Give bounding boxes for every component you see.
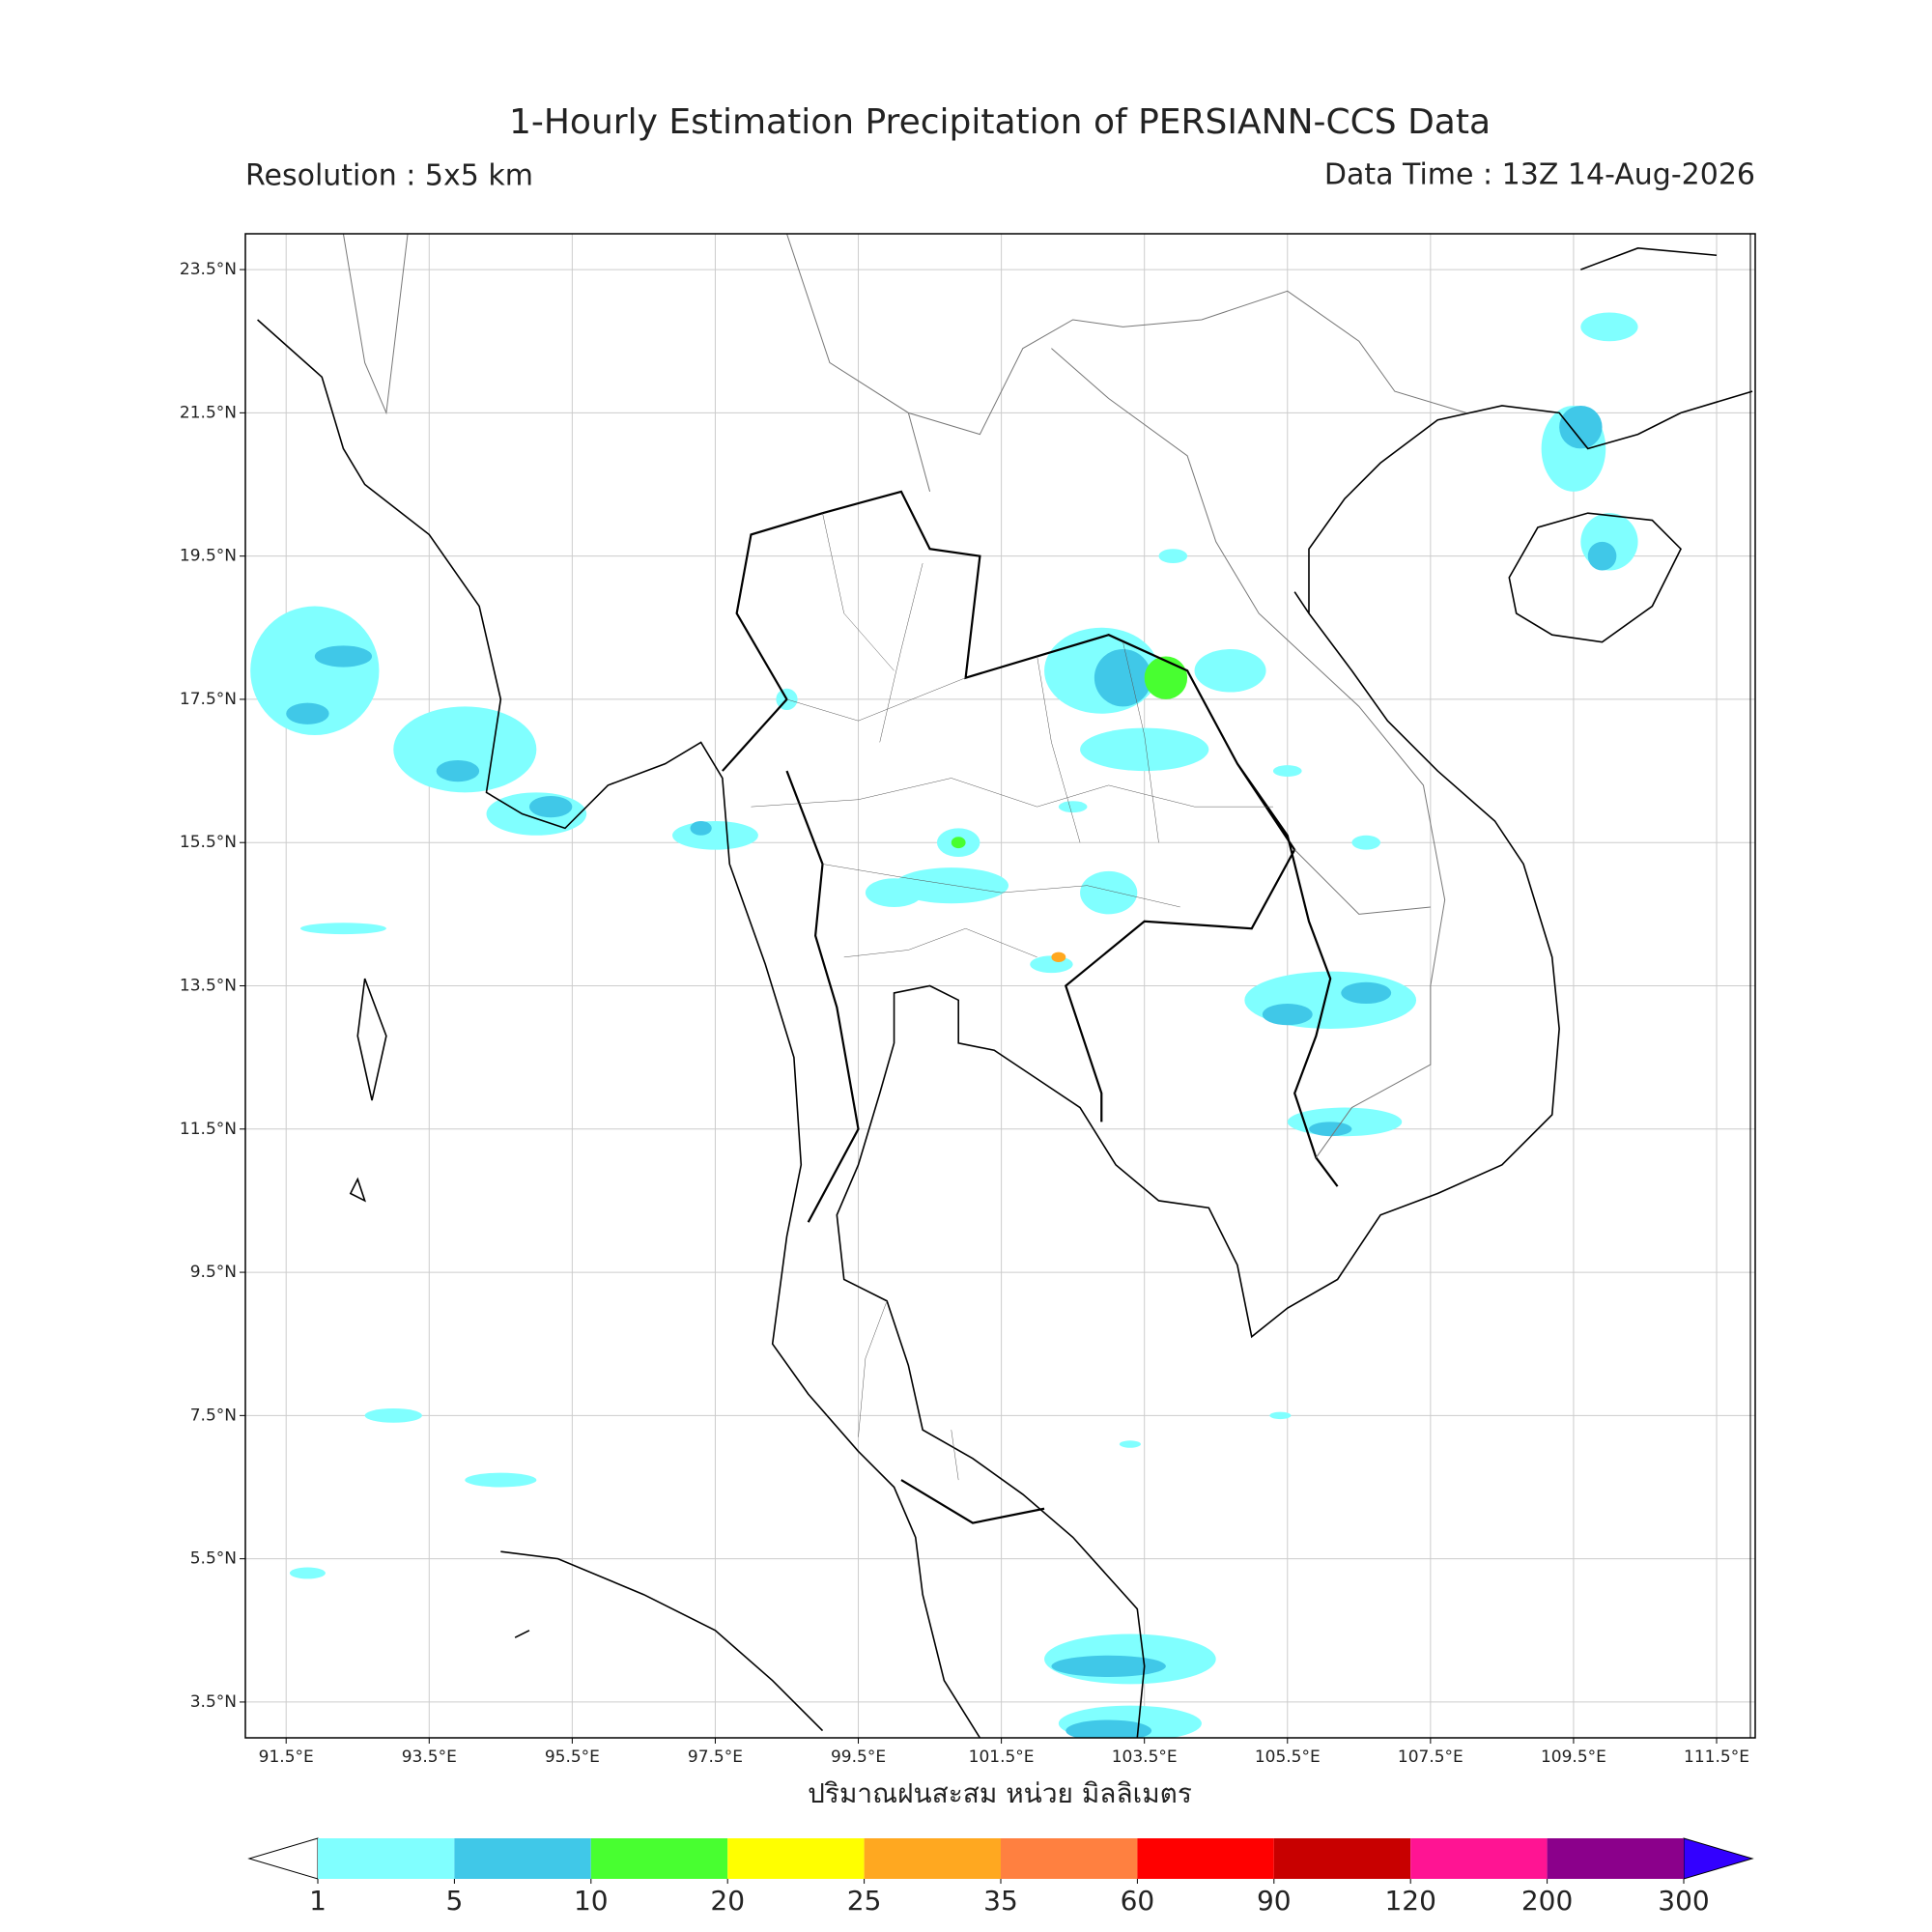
rain-area (1144, 656, 1188, 699)
lat-tick-label: 21.5°N (180, 403, 237, 422)
axis-label: ปริมาณฝนสะสม หน่วย มิลลิเมตร (808, 1777, 1192, 1809)
colorbar-label: 90 (1257, 1885, 1292, 1917)
colorbar: 1 5 10 20 25 35 60 90 120 200 300 (247, 1837, 1754, 1917)
coastline (1509, 513, 1681, 641)
rain-area (289, 1567, 326, 1579)
rain-area (1080, 727, 1209, 772)
rain-area (1030, 955, 1073, 974)
colorbar-over (1683, 1837, 1754, 1880)
lon-tick-label: 111.5°E (1684, 1747, 1749, 1767)
resolution: Resolution : 5x5 km (245, 159, 533, 193)
lat-tick-label: 13.5°N (180, 977, 237, 996)
rain-area (1262, 1004, 1313, 1026)
lon-tick-label: 109.5°E (1541, 1747, 1606, 1767)
colorbar-label: 20 (710, 1885, 745, 1917)
rain-area (690, 820, 712, 836)
lat-tick-label: 9.5°N (190, 1263, 237, 1282)
lon-tick-label: 91.5°E (259, 1747, 314, 1767)
rain-area (1058, 801, 1088, 813)
province-borders (751, 513, 1272, 1480)
rain-area (300, 923, 386, 935)
title: 1-Hourly Estimation Precipitation of PER… (509, 102, 1491, 142)
lat-tick-label: 3.5°N (190, 1692, 237, 1712)
country-border (723, 492, 1338, 1523)
colorbar-label: 300 (1658, 1885, 1709, 1917)
colorbar-segment (1273, 1838, 1411, 1879)
rain-area (1587, 541, 1617, 571)
colorbar-segment (454, 1838, 591, 1879)
rain-area (286, 702, 329, 724)
rain-area (1351, 835, 1381, 850)
rain-area (1080, 870, 1138, 915)
map-frame (244, 233, 1756, 1739)
rain-area (314, 645, 373, 668)
graticule: 91.5°E 93.5°E 95.5°E 97.5°E 99.5°E 101.5°E 103… (180, 234, 1755, 1767)
rain-area (1308, 1122, 1352, 1137)
geography (250, 234, 1752, 1738)
lat-tick-label: 11.5°N (180, 1120, 237, 1139)
lon-tick-label: 99.5°E (831, 1747, 886, 1767)
rain-area (894, 867, 1009, 904)
rain-area (250, 606, 380, 736)
country-border (343, 234, 1465, 1157)
lon-tick-label: 107.5°E (1398, 1747, 1463, 1767)
rain-area (1341, 981, 1392, 1005)
lat-tick-label: 5.5°N (190, 1549, 237, 1569)
lon-tick-label: 93.5°E (402, 1747, 457, 1767)
colorbar-segment (1547, 1838, 1684, 1879)
rain-area (1094, 649, 1152, 707)
colorbar-label: 25 (847, 1885, 882, 1917)
lon-tick-label: 101.5°E (969, 1747, 1035, 1767)
lat-tick-label: 15.5°N (180, 833, 237, 852)
rain-area (672, 820, 758, 850)
rain-areas (250, 312, 1638, 1738)
rain-area (1272, 765, 1302, 778)
colorbar-label: 60 (1121, 1885, 1155, 1917)
colorbar-label: 35 (983, 1885, 1018, 1917)
rain-area (951, 837, 966, 849)
rain-area (528, 796, 573, 818)
data-time: Data Time : 13Z 14-Aug-2026 (1324, 158, 1755, 192)
lat-tick-label: 19.5°N (180, 547, 237, 566)
rain-area (1194, 649, 1266, 693)
coastline (351, 248, 1717, 1731)
colorbar-under (247, 1837, 319, 1880)
rain-area (364, 1407, 422, 1423)
lat-tick-label: 23.5°N (180, 260, 237, 279)
rain-area (1269, 1411, 1292, 1420)
rain-area (865, 878, 923, 907)
colorbar-label: 5 (445, 1885, 463, 1917)
map-area (250, 234, 1752, 1738)
rain-area (1065, 1719, 1152, 1738)
lon-tick-label: 97.5°E (688, 1747, 743, 1767)
colorbar-label: 120 (1384, 1885, 1435, 1917)
colorbar-segment (318, 1838, 455, 1879)
colorbar-label: 200 (1521, 1885, 1573, 1917)
coastline (258, 320, 980, 1738)
rain-area (1051, 1655, 1166, 1677)
rain-area (465, 1472, 537, 1488)
rain-area (1051, 952, 1066, 963)
colorbar-label: 10 (574, 1885, 609, 1917)
coastline (837, 391, 1752, 1738)
lon-tick-label: 105.5°E (1255, 1747, 1321, 1767)
colorbar-label: 1 (309, 1885, 327, 1917)
lat-tick-label: 7.5°N (190, 1406, 237, 1425)
lat-tick-label: 17.5°N (180, 690, 237, 709)
lon-tick-label: 95.5°E (545, 1747, 600, 1767)
rain-area (1580, 312, 1638, 342)
colorbar-segment (864, 1838, 1001, 1879)
colorbar-segment (1410, 1838, 1548, 1879)
rain-area (1158, 549, 1188, 564)
rain-area (393, 706, 537, 793)
colorbar-segment (590, 1838, 728, 1879)
rain-area (1119, 1440, 1141, 1448)
colorbar-segment (1137, 1838, 1274, 1879)
rain-area (436, 759, 480, 782)
colorbar-segment (1001, 1838, 1138, 1879)
rain-area (1559, 405, 1603, 449)
colorbar-segment (727, 1838, 865, 1879)
lon-tick-label: 103.5°E (1112, 1747, 1178, 1767)
